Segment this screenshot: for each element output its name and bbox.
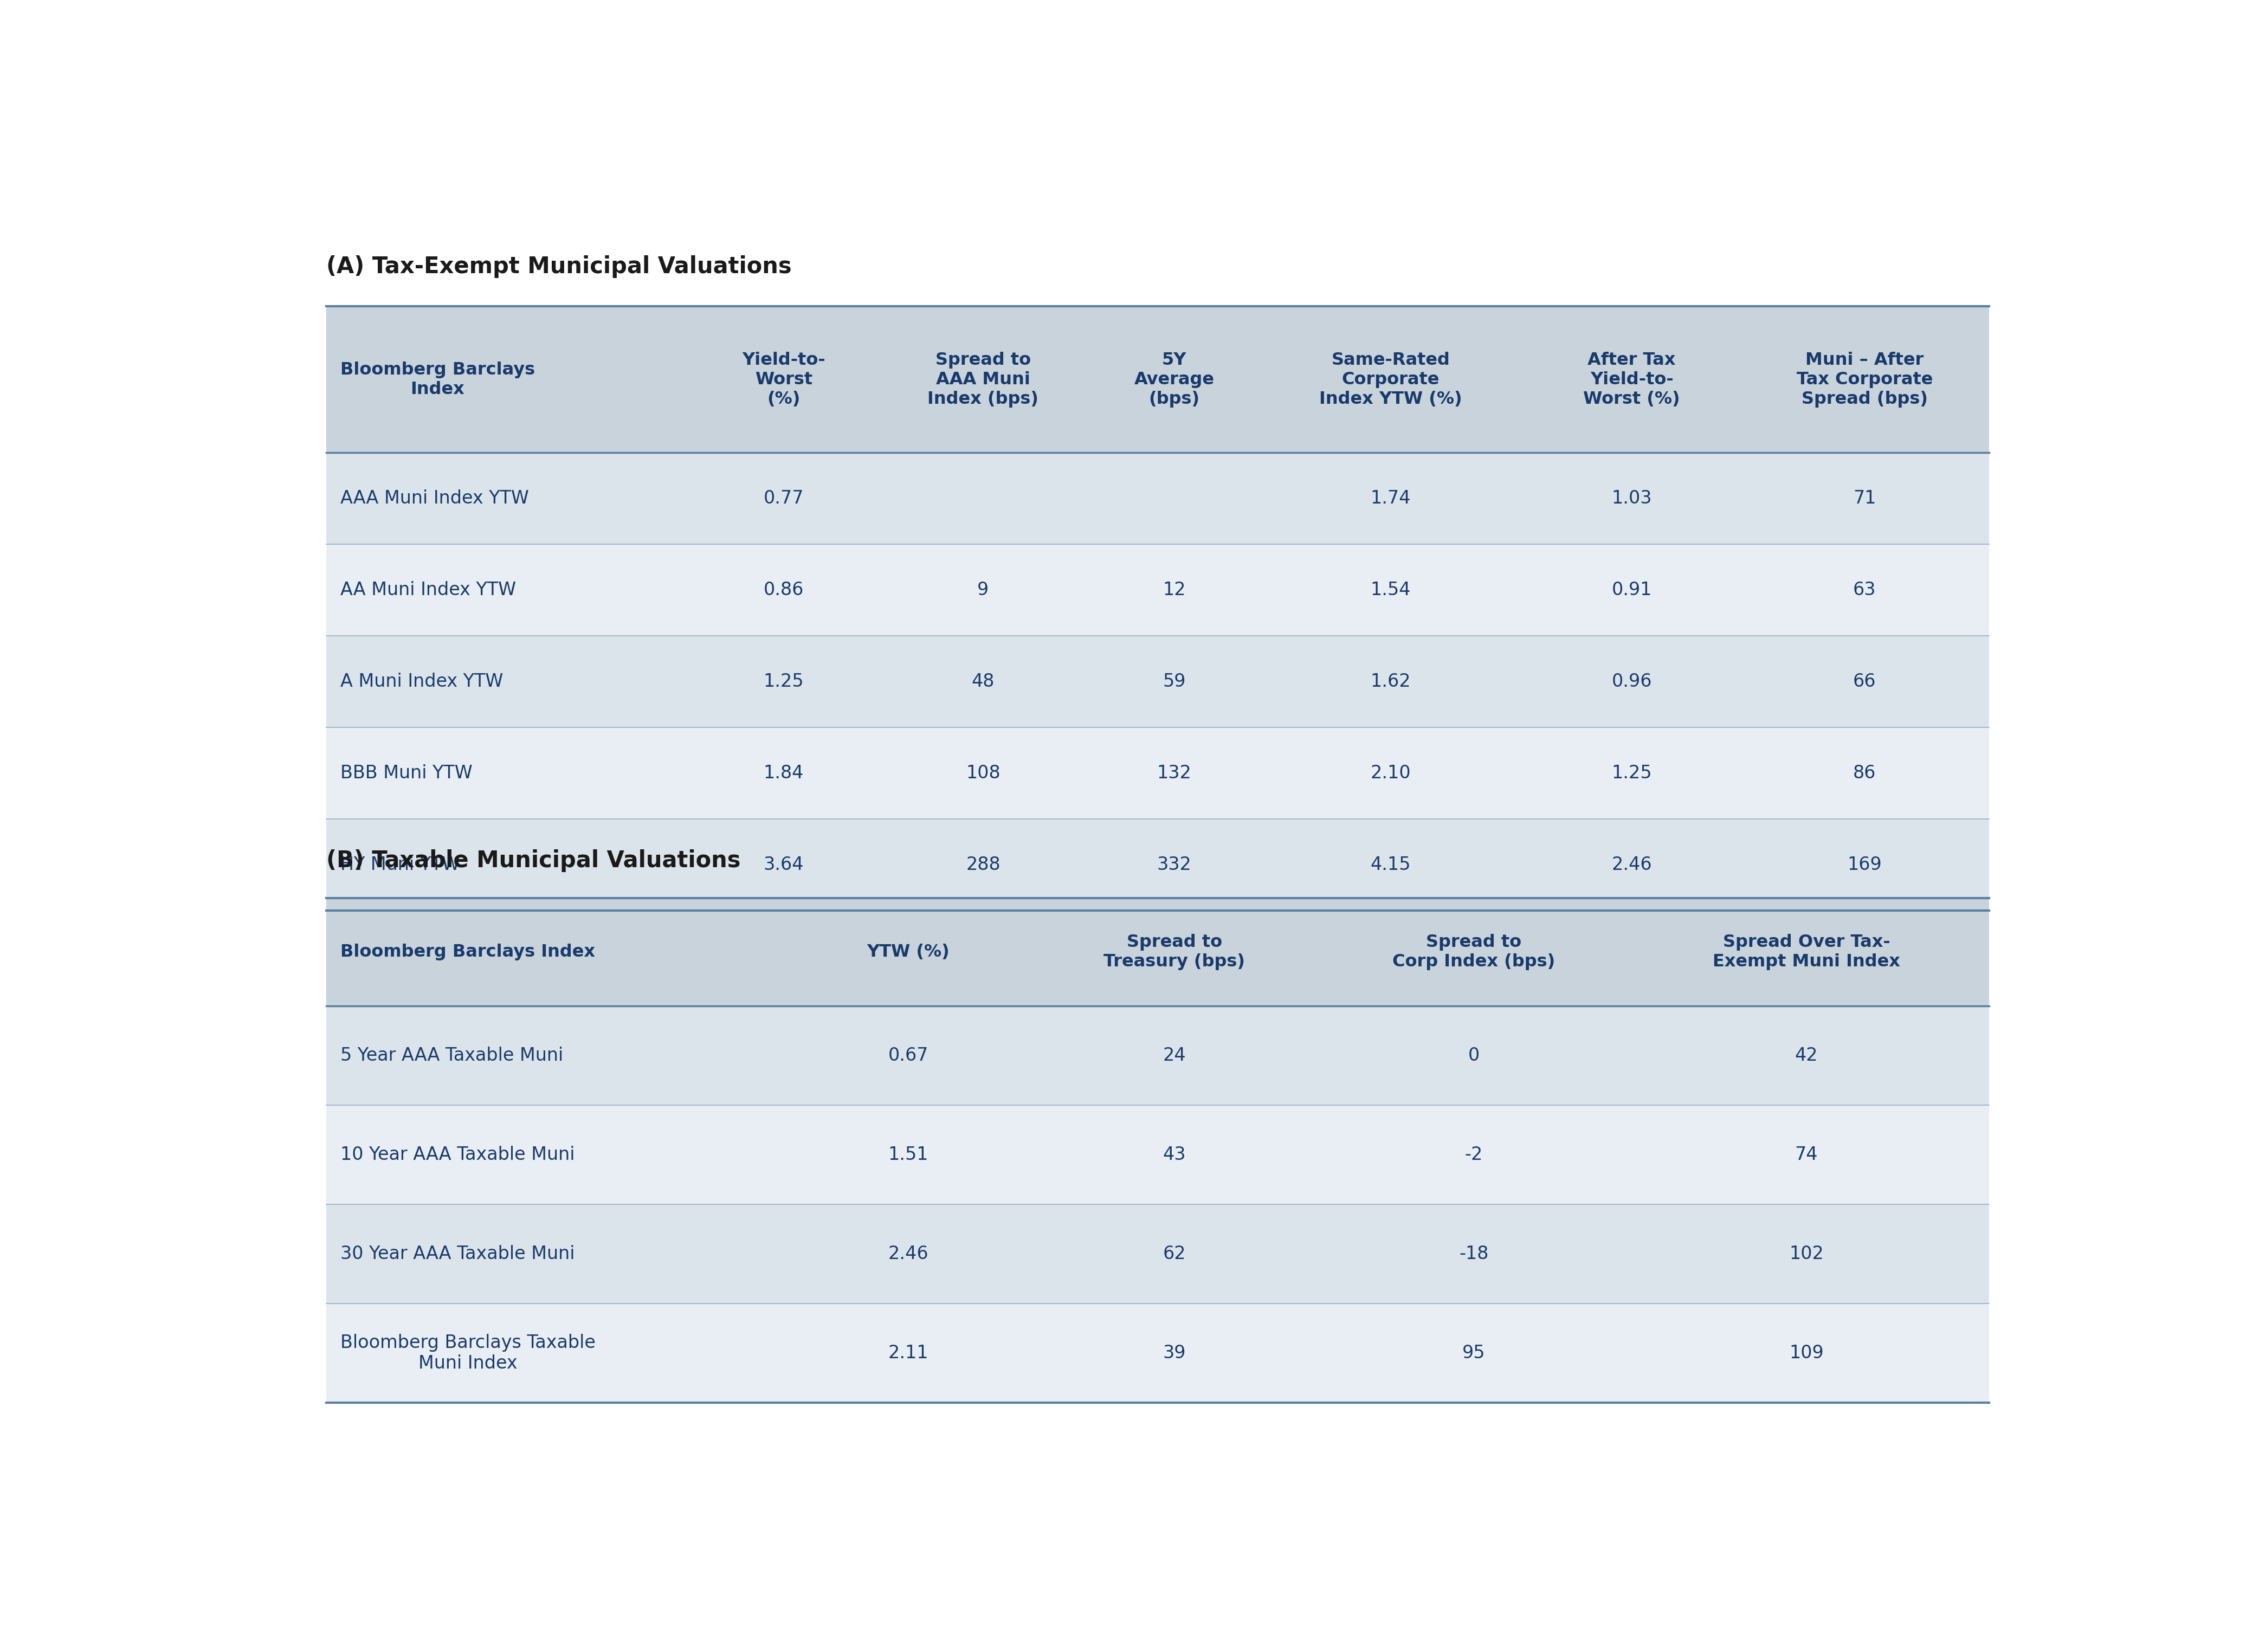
Text: 1.03: 1.03 bbox=[1611, 489, 1651, 507]
Bar bbox=[325, 636, 1990, 727]
Bar bbox=[325, 727, 1990, 819]
Text: 5 Year AAA Taxable Muni: 5 Year AAA Taxable Muni bbox=[341, 1047, 562, 1064]
Text: 1.54: 1.54 bbox=[1371, 582, 1412, 600]
Text: -2: -2 bbox=[1464, 1146, 1482, 1163]
Text: Yield-to-
Worst
(%): Yield-to- Worst (%) bbox=[741, 352, 825, 408]
Text: Spread to
Corp Index (bps): Spread to Corp Index (bps) bbox=[1392, 933, 1554, 970]
Text: 86: 86 bbox=[1852, 765, 1875, 781]
Text: 0.96: 0.96 bbox=[1611, 672, 1651, 691]
Text: 1.25: 1.25 bbox=[1611, 765, 1651, 781]
Bar bbox=[325, 544, 1990, 636]
Bar bbox=[325, 1204, 1990, 1303]
Text: 288: 288 bbox=[967, 856, 1001, 874]
Text: 48: 48 bbox=[971, 672, 994, 691]
Text: 0.77: 0.77 bbox=[764, 489, 804, 507]
Text: 24: 24 bbox=[1163, 1047, 1186, 1064]
Text: 1.62: 1.62 bbox=[1371, 672, 1412, 691]
Text: 30 Year AAA Taxable Muni: 30 Year AAA Taxable Muni bbox=[341, 1246, 574, 1264]
Text: 102: 102 bbox=[1789, 1246, 1823, 1264]
Text: 95: 95 bbox=[1462, 1345, 1484, 1363]
Text: 109: 109 bbox=[1789, 1345, 1823, 1363]
Text: 1.25: 1.25 bbox=[764, 672, 804, 691]
Text: 4.15: 4.15 bbox=[1371, 856, 1412, 874]
Text: 3.64: 3.64 bbox=[764, 856, 804, 874]
Text: Same-Rated
Corporate
Index YTW (%): Same-Rated Corporate Index YTW (%) bbox=[1319, 352, 1462, 408]
Text: AAA Muni Index YTW: AAA Muni Index YTW bbox=[341, 489, 529, 507]
Text: 74: 74 bbox=[1796, 1146, 1818, 1163]
Text: 332: 332 bbox=[1157, 856, 1193, 874]
Text: Bloomberg Barclays Index: Bloomberg Barclays Index bbox=[341, 943, 594, 960]
Text: 12: 12 bbox=[1163, 582, 1186, 600]
Text: 5Y
Average
(bps): 5Y Average (bps) bbox=[1134, 352, 1215, 408]
Text: 9: 9 bbox=[978, 582, 989, 600]
Bar bbox=[325, 1006, 1990, 1105]
Text: 39: 39 bbox=[1163, 1345, 1186, 1363]
Bar bbox=[325, 453, 1990, 544]
Text: Spread to
AAA Muni
Index (bps): Spread to AAA Muni Index (bps) bbox=[928, 352, 1039, 408]
Text: 2.11: 2.11 bbox=[888, 1345, 928, 1363]
Text: Bloomberg Barclays
Index: Bloomberg Barclays Index bbox=[341, 362, 535, 398]
Text: (A) Tax-Exempt Municipal Valuations: (A) Tax-Exempt Municipal Valuations bbox=[325, 256, 791, 278]
Text: 169: 169 bbox=[1848, 856, 1882, 874]
Text: YTW (%): YTW (%) bbox=[867, 943, 949, 960]
Text: -18: -18 bbox=[1459, 1246, 1489, 1264]
Text: 66: 66 bbox=[1852, 672, 1877, 691]
Bar bbox=[325, 306, 1990, 453]
Text: 2.46: 2.46 bbox=[888, 1246, 928, 1264]
Text: 132: 132 bbox=[1157, 765, 1193, 781]
Text: 108: 108 bbox=[967, 765, 1001, 781]
Text: AA Muni Index YTW: AA Muni Index YTW bbox=[341, 582, 515, 600]
Bar bbox=[325, 1105, 1990, 1204]
Text: 0.91: 0.91 bbox=[1611, 582, 1651, 600]
Text: BBB Muni YTW: BBB Muni YTW bbox=[341, 765, 472, 781]
Text: 10 Year AAA Taxable Muni: 10 Year AAA Taxable Muni bbox=[341, 1146, 574, 1163]
Text: HY Muni YTW: HY Muni YTW bbox=[341, 856, 459, 874]
Text: 1.51: 1.51 bbox=[888, 1146, 928, 1163]
Text: 0: 0 bbox=[1468, 1047, 1480, 1064]
Text: 43: 43 bbox=[1163, 1146, 1186, 1163]
Text: 59: 59 bbox=[1163, 672, 1186, 691]
Bar bbox=[325, 819, 1990, 910]
Text: After Tax
Yield-to-
Worst (%): After Tax Yield-to- Worst (%) bbox=[1584, 352, 1681, 408]
Text: 0.67: 0.67 bbox=[888, 1047, 928, 1064]
Text: 0.86: 0.86 bbox=[764, 582, 804, 600]
Text: A Muni Index YTW: A Muni Index YTW bbox=[341, 672, 504, 691]
Text: 2.46: 2.46 bbox=[1611, 856, 1651, 874]
Text: (B) Taxable Municipal Valuations: (B) Taxable Municipal Valuations bbox=[325, 849, 741, 872]
Text: Bloomberg Barclays Taxable
Muni Index: Bloomberg Barclays Taxable Muni Index bbox=[341, 1333, 596, 1373]
Bar bbox=[325, 1303, 1990, 1403]
Text: Spread to
Treasury (bps): Spread to Treasury (bps) bbox=[1105, 933, 1245, 970]
Text: 1.74: 1.74 bbox=[1371, 489, 1412, 507]
Text: Spread Over Tax-
Exempt Muni Index: Spread Over Tax- Exempt Muni Index bbox=[1712, 933, 1900, 970]
Text: 62: 62 bbox=[1163, 1246, 1186, 1264]
Text: Muni – After
Tax Corporate
Spread (bps): Muni – After Tax Corporate Spread (bps) bbox=[1796, 352, 1934, 408]
Text: 42: 42 bbox=[1796, 1047, 1818, 1064]
Text: 71: 71 bbox=[1852, 489, 1877, 507]
Text: 63: 63 bbox=[1852, 582, 1877, 600]
Text: 2.10: 2.10 bbox=[1371, 765, 1412, 781]
Text: 1.84: 1.84 bbox=[764, 765, 804, 781]
Bar bbox=[325, 899, 1990, 1006]
